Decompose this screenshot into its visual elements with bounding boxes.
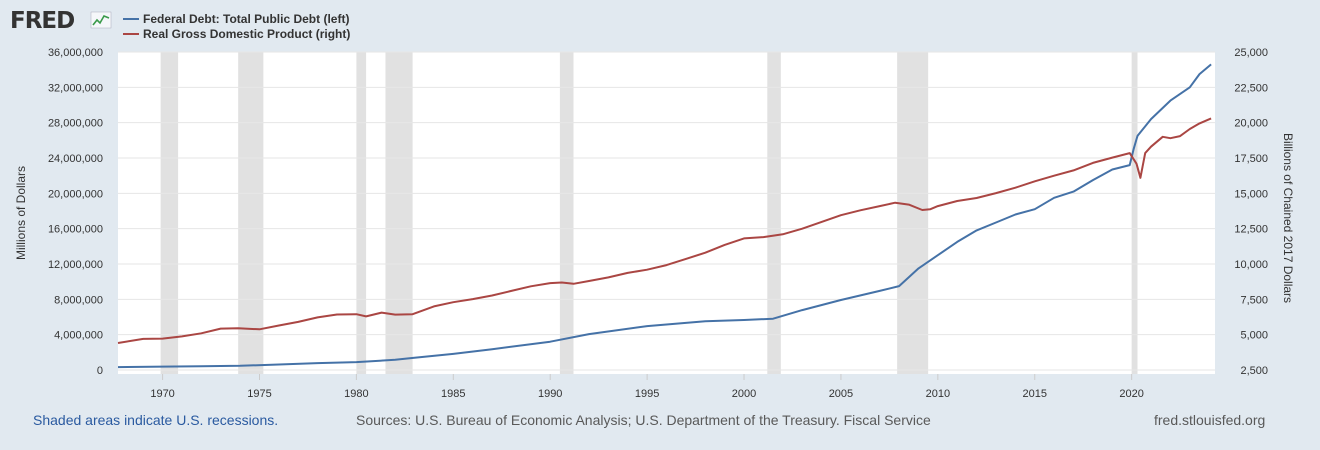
recession-band-1 <box>160 52 179 374</box>
left-tick-label: 16,000,000 <box>48 224 103 236</box>
left-axis-title: Millions of Dollars <box>14 166 28 260</box>
x-tick-label: 2015 <box>1023 388 1047 400</box>
left-axis-ticks: 0 4,000,000 8,000,000 12,000,000 16,000,000 2… <box>48 47 103 377</box>
right-tick-label: 10,000 <box>1234 259 1268 271</box>
series-line-real-gdp[interactable] <box>117 117 1212 344</box>
left-tick-label: 36,000,000 <box>48 47 103 59</box>
series-lines <box>117 63 1212 369</box>
right-tick-label: 15,000 <box>1234 188 1268 200</box>
left-tick-label: 0 <box>97 365 103 377</box>
recession-note-link[interactable]: Shaded areas indicate U.S. recessions. <box>33 412 279 428</box>
right-tick-label: 22,500 <box>1234 82 1268 94</box>
right-tick-label: 7,500 <box>1240 294 1268 306</box>
x-tick-label: 2020 <box>1119 388 1143 400</box>
right-axis-title: Billions of Chained 2017 Dollars <box>1281 133 1295 303</box>
recession-band-3 <box>356 52 367 374</box>
x-tick-label: 1970 <box>150 388 174 400</box>
left-tick-label: 20,000,000 <box>48 188 103 200</box>
right-axis-ticks: 2,500 5,000 7,500 10,000 12,500 15,000 17,500 2… <box>1234 47 1268 377</box>
right-tick-label: 17,500 <box>1234 153 1268 165</box>
left-tick-label: 4,000,000 <box>54 330 103 342</box>
recession-band-8 <box>1131 52 1138 374</box>
right-tick-label: 5,000 <box>1240 330 1268 342</box>
x-tick-label: 1985 <box>441 388 465 400</box>
site-link[interactable]: fred.stlouisfed.org <box>1154 412 1266 428</box>
left-tick-label: 24,000,000 <box>48 153 103 165</box>
legend-label-real-gdp[interactable]: Real Gross Domestic Product (right) <box>143 27 350 41</box>
fred-logo-graph-icon <box>90 11 112 29</box>
recession-band-5 <box>559 52 574 374</box>
x-tick-label: 1995 <box>635 388 659 400</box>
gridlines <box>118 51 1215 371</box>
right-tick-label: 2,500 <box>1240 365 1268 377</box>
x-tick-label: 2000 <box>732 388 756 400</box>
left-tick-label: 8,000,000 <box>54 294 103 306</box>
recession-band-7 <box>897 52 929 374</box>
x-tick-label: 1980 <box>344 388 368 400</box>
x-axis-ticks: 1970 1975 1980 1985 1990 1995 2000 2005 2010 2015… <box>150 374 1144 400</box>
x-tick-label: 2005 <box>829 388 853 400</box>
right-tick-label: 20,000 <box>1234 118 1268 130</box>
left-tick-label: 28,000,000 <box>48 118 103 130</box>
recession-band-6 <box>767 52 781 374</box>
recession-band-4 <box>385 52 413 374</box>
right-tick-label: 12,500 <box>1234 224 1268 236</box>
recession-band-2 <box>238 52 264 374</box>
legend-label-federal-debt[interactable]: Federal Debt: Total Public Debt (left) <box>143 12 349 26</box>
right-tick-label: 25,000 <box>1234 47 1268 59</box>
sources-text: Sources: U.S. Bureau of Economic Analysi… <box>356 412 931 428</box>
x-tick-label: 1975 <box>247 388 271 400</box>
left-tick-label: 32,000,000 <box>48 82 103 94</box>
x-tick-label: 2010 <box>926 388 950 400</box>
fred-logo-text: FRED <box>10 8 74 34</box>
x-tick-label: 1990 <box>538 388 562 400</box>
left-tick-label: 12,000,000 <box>48 259 103 271</box>
legend: Federal Debt: Total Public Debt (left) R… <box>123 12 350 41</box>
recession-bands <box>160 52 1138 374</box>
fred-logo[interactable]: FRED <box>10 8 112 34</box>
series-line-federal-debt[interactable] <box>117 63 1212 369</box>
